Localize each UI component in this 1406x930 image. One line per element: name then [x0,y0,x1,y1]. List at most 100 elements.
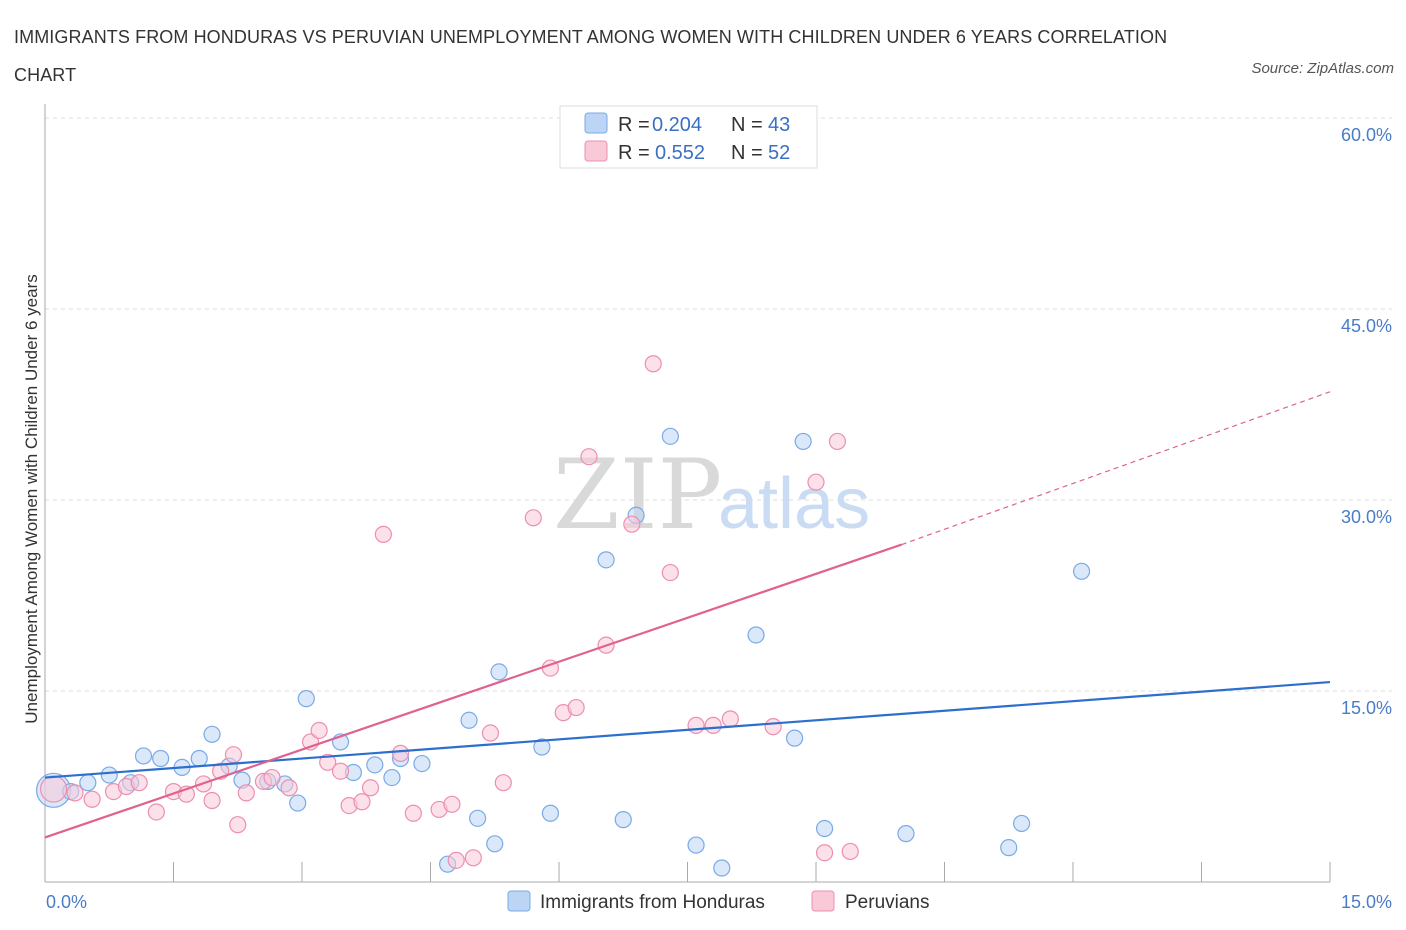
y-tick-label-60: 60.0% [1341,125,1392,145]
peruvians-point-25 [374,525,392,543]
legend-n-label-2: N = [731,142,763,164]
honduras-point-32 [661,427,679,445]
legend-n-value-2: 52 [768,142,790,164]
honduras-point-15 [297,690,315,708]
peruvians-point-31 [464,849,482,867]
honduras-point-5 [134,747,153,765]
peruvians-point-45 [704,716,722,734]
peruvians-point-20 [319,753,337,771]
honduras-point-25 [486,835,504,853]
peruvians-point-6 [147,803,165,821]
peruvians-point-33 [494,774,512,792]
honduras-point-6 [152,749,170,768]
honduras-point-23 [460,711,478,729]
peruvians-point-30 [447,851,465,869]
peruvians-point-23 [353,793,371,811]
bottom-legend-label-peruvians: Peruvians [845,892,930,913]
trend-line-peruvians [44,543,903,839]
peruvians-point-13 [229,816,247,834]
peruvians-point-1 [66,784,84,802]
honduras-point-3 [100,766,118,784]
trend-lines [44,391,1331,839]
watermark-atlas: atlas [718,464,870,544]
peruvians-point-21 [331,762,350,780]
peruvians-point-16 [263,768,281,787]
peruvians-point-12 [224,746,243,764]
legend-r-value-1: 0.204 [652,114,702,136]
peruvians-point-19 [310,721,328,740]
peruvians-point-14 [237,784,255,802]
legend-swatch-blue [584,112,608,134]
peruvians-point-51 [841,842,859,861]
x-tick-label-min: 0.0% [46,892,87,912]
y-tick-label-15: 15.0% [1341,698,1392,718]
source-label: Source: ZipAtlas.com [1251,60,1394,77]
honduras-point-21 [413,754,431,773]
peruvians-point-41 [623,515,641,533]
peruvians-point-48 [807,473,825,491]
peruvians-point-38 [580,448,598,466]
legend-r-label-1: R = [618,114,650,136]
trend-line-peruvians-extension [901,391,1331,546]
bottom-legend-swatch-honduras [507,890,531,912]
honduras-point-18 [366,756,384,774]
y-tick-label-30: 30.0% [1341,507,1392,527]
peruvians-point-42 [644,355,662,373]
peruvians-point-46 [721,710,739,728]
honduras-point-35 [747,626,765,644]
chart-title: IMMIGRANTS FROM HONDURAS VS PERUVIAN UNE… [14,27,1168,85]
honduras-point-14 [289,794,307,812]
peruvians-point-2 [83,790,101,808]
peruvians-point-44 [687,716,705,734]
peruvians-point-5 [130,774,148,792]
honduras-point-41 [1012,814,1031,833]
honduras-point-36 [785,729,804,747]
grid-lines [45,117,1392,692]
peruvians-point-43 [661,563,679,582]
honduras-point-19 [383,768,401,787]
legend-swatch-pink [584,140,608,162]
peruvians-point-0 [39,775,68,803]
peruvians-point-32 [481,724,500,742]
peruvians-point-26 [391,744,410,762]
honduras-point-24 [469,809,487,827]
trend-line-honduras [44,680,1331,779]
honduras-point-9 [203,725,221,743]
watermark-zip: ZIP [553,439,722,551]
honduras-point-37 [794,432,812,451]
honduras-point-42 [1072,562,1091,580]
peruvians-point-37 [567,698,585,717]
legend-n-label-1: N = [731,114,763,136]
axes [44,104,1331,883]
y-axis-label: Unemployment Among Women with Children U… [22,274,41,723]
y-tick-label-45: 45.0% [1341,316,1392,336]
peruvians-point-24 [361,779,380,797]
honduras-point-27 [533,738,551,756]
honduras-point-29 [597,551,615,569]
peruvians-point-34 [524,509,542,527]
peruvians-point-50 [828,432,847,451]
legend-r-label-2: R = [618,142,650,164]
peruvians-point-27 [404,804,422,822]
legend-n-value-1: 43 [768,114,790,136]
honduras-point-40 [1000,839,1018,857]
peruvians-point-10 [203,791,221,810]
bottom-legend-label-honduras: Immigrants from Honduras [540,892,765,913]
honduras-point-34 [713,859,731,877]
series-peruvians-points [39,109,859,869]
tick-labels: 15.0% 30.0% 45.0% 60.0% 0.0% 15.0% [46,125,1392,912]
peruvians-point-49 [815,844,834,862]
watermark: ZIP atlas [553,439,870,551]
legend-r-value-2: 0.552 [655,142,705,164]
peruvians-point-47 [764,718,782,736]
x-tick-label-max: 15.0% [1341,892,1392,912]
honduras-point-33 [687,836,705,854]
peruvians-point-17 [280,779,298,797]
honduras-point-26 [490,663,508,681]
honduras-point-30 [614,811,632,829]
honduras-point-39 [897,825,915,843]
honduras-point-38 [815,819,834,838]
legend-box: R = 0.204 N = 43 R = 0.552 N = 52 [559,105,818,169]
honduras-point-8 [190,749,208,768]
